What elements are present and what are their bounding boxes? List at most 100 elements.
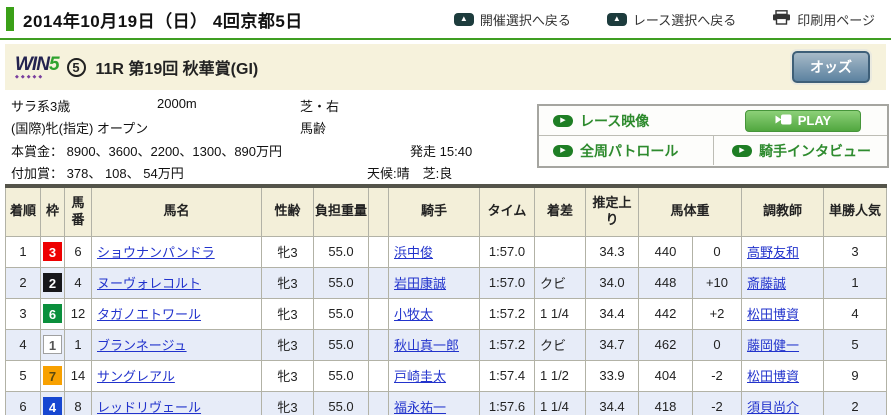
race-class: サラ系3歳 [11, 99, 71, 114]
win-popularity-cell: 2 [823, 390, 888, 415]
result-row: 5 7 14 サングレアル 牝3 55.0 戸崎圭太 1:57.4 1 1/2 33.9 404 -2… [5, 359, 888, 392]
horse-name-link-cell: レッドリヴェール [91, 390, 262, 415]
estimated-last-3f-cell: 34.4 [585, 390, 639, 415]
horse-name-link[interactable]: レッドリヴェール [97, 400, 202, 415]
horse-number-cell: 4 [64, 266, 92, 299]
media-row-links: ▶ 全周パトロール ▶ 騎手インタビュー [539, 136, 887, 165]
jockey-link-cell: 小牧太 [388, 297, 480, 330]
back-to-meeting-label: 開催選択へ戻る [479, 12, 571, 28]
horse-name-link-cell: ショウナンパンドラ [91, 235, 262, 268]
patrol-video-link[interactable]: ▶ 全周パトロール [553, 141, 678, 161]
finish-margin-cell: 1 1/4 [534, 297, 586, 330]
jockey-link[interactable]: 戸崎圭太 [394, 369, 447, 384]
finish-margin-cell: 1 1/4 [534, 390, 586, 415]
play-button-label: PLAY [797, 113, 832, 128]
trainer-link-cell: 高野友和 [741, 235, 825, 268]
blinker-cell-cell [368, 328, 389, 361]
jockey-link[interactable]: 小牧太 [394, 307, 434, 322]
trainer-link[interactable]: 藤岡健一 [747, 338, 800, 353]
back-to-race-label: レース選択へ戻る [632, 12, 737, 28]
odds-button[interactable]: オッズ [792, 51, 870, 83]
estimated-last-3f-cell: 34.3 [585, 235, 639, 268]
col-header-popularity: 単勝人気 [823, 185, 888, 237]
jockey-link[interactable]: 岩田康誠 [394, 276, 447, 291]
waku-badge: 4 [43, 397, 62, 415]
horse-name-link[interactable]: ショウナンパンドラ [97, 245, 215, 260]
win-popularity-cell: 4 [823, 297, 888, 330]
race-time-cell: 1:57.6 [479, 390, 535, 415]
horse-name-link-cell: サングレアル [91, 359, 262, 392]
win-popularity-cell: 3 [823, 235, 888, 268]
jockey-interview-link[interactable]: ▶ 騎手インタビュー [732, 141, 871, 161]
trainer-link[interactable]: 松田博資 [747, 369, 800, 384]
win5-logo-dots: ◆◆◆◆◆ [15, 73, 45, 80]
blinker-cell-cell [368, 297, 389, 330]
finish-position-cell: 3 [5, 297, 41, 330]
race-info-section: サラ系3歳 2000m 芝・右 (国際)牝(指定) オープン 馬齢 本賞金： 8… [5, 90, 889, 184]
win5-circled-number: 5 [66, 57, 86, 77]
back-to-race-link[interactable]: ▲ レース選択へ戻る [606, 10, 737, 29]
trainer-link[interactable]: 高野友和 [747, 245, 800, 260]
horse-name-link[interactable]: サングレアル [97, 369, 175, 384]
estimated-last-3f-cell: 34.4 [585, 297, 639, 330]
waku-badge: 3 [43, 242, 62, 261]
trainer-link[interactable]: 斎藤誠 [747, 276, 787, 291]
horse-weight-diff-cell: +2 [691, 297, 743, 330]
horse-name-link[interactable]: タガノエトワール [97, 307, 202, 322]
horse-weight-diff-cell: -2 [691, 359, 743, 392]
finish-position-cell: 2 [5, 266, 41, 299]
finish-margin-cell: クビ [534, 328, 586, 361]
win5-logo-five: 5 [48, 53, 60, 75]
jockey-interview-label: 騎手インタビュー [759, 142, 871, 159]
play-button[interactable]: PLAY [745, 109, 861, 132]
page-title: 2014年10月19日（日） 4回京都5日 [23, 11, 303, 31]
race-video-link[interactable]: ▶ レース映像 [553, 111, 649, 131]
trainer-link[interactable]: 松田博資 [747, 307, 800, 322]
horse-number-cell: 8 [64, 390, 92, 415]
horse-name-link[interactable]: ヌーヴォレコルト [97, 276, 202, 291]
trainer-link[interactable]: 須貝尚介 [747, 400, 800, 415]
estimated-last-3f-cell: 34.0 [585, 266, 639, 299]
col-header-time: タイム [479, 185, 535, 237]
movie-camera-icon [775, 113, 792, 128]
horse-name-link[interactable]: ブランネージュ [97, 338, 187, 353]
col-header-jockey: 騎手 [388, 185, 480, 237]
col-header-blinker [368, 185, 389, 237]
jockey-link[interactable]: 福永祐一 [394, 400, 447, 415]
jockey-link-cell: 浜中俊 [388, 235, 480, 268]
race-time-cell: 1:57.2 [479, 297, 535, 330]
col-header-rank: 着順 [5, 185, 41, 237]
carried-weight-cell: 55.0 [313, 266, 369, 299]
trainer-link-cell: 松田博資 [741, 297, 825, 330]
print-page-link[interactable]: 印刷用ページ [772, 10, 875, 29]
media-row-video: ▶ レース映像 PLAY [539, 106, 887, 136]
carried-weight-cell: 55.0 [313, 390, 369, 415]
jockey-link-cell: 福永祐一 [388, 390, 480, 415]
waku-cell-cell: 1 [40, 328, 65, 361]
weather-track-condition: 天候:晴 芝:良 [367, 166, 453, 181]
race-video-label: レース映像 [580, 112, 650, 129]
back-to-meeting-link[interactable]: ▲ 開催選択へ戻る [453, 10, 571, 29]
trainer-link-cell: 須貝尚介 [741, 390, 825, 415]
col-header-margin: 着差 [534, 185, 586, 237]
horse-name-link-cell: タガノエトワール [91, 297, 262, 330]
win5-logo: WIN5 ◆◆◆◆◆ [15, 55, 59, 80]
race-distance: 2000m [157, 96, 197, 111]
carried-weight-cell: 55.0 [313, 235, 369, 268]
col-header-waku: 枠 [40, 185, 65, 237]
estimated-last-3f-cell: 34.7 [585, 328, 639, 361]
start-time: 発走 15:40 [410, 144, 473, 159]
trainer-link-cell: 斎藤誠 [741, 266, 825, 299]
horse-name-link-cell: ブランネージュ [91, 328, 262, 361]
sex-age-cell: 牝3 [261, 359, 314, 392]
finish-position-cell: 6 [5, 390, 41, 415]
trainer-link-cell: 松田博資 [741, 359, 825, 392]
col-header-horse-number: 馬番 [64, 185, 92, 237]
col-header-horse-weight: 馬体重 [637, 185, 743, 237]
win5-logo-text: WIN [15, 53, 50, 75]
jockey-link[interactable]: 浜中俊 [394, 245, 434, 260]
jockey-link[interactable]: 秋山真一郎 [394, 338, 460, 353]
horse-number-cell: 14 [64, 359, 92, 392]
blinker-cell-cell [368, 235, 389, 268]
